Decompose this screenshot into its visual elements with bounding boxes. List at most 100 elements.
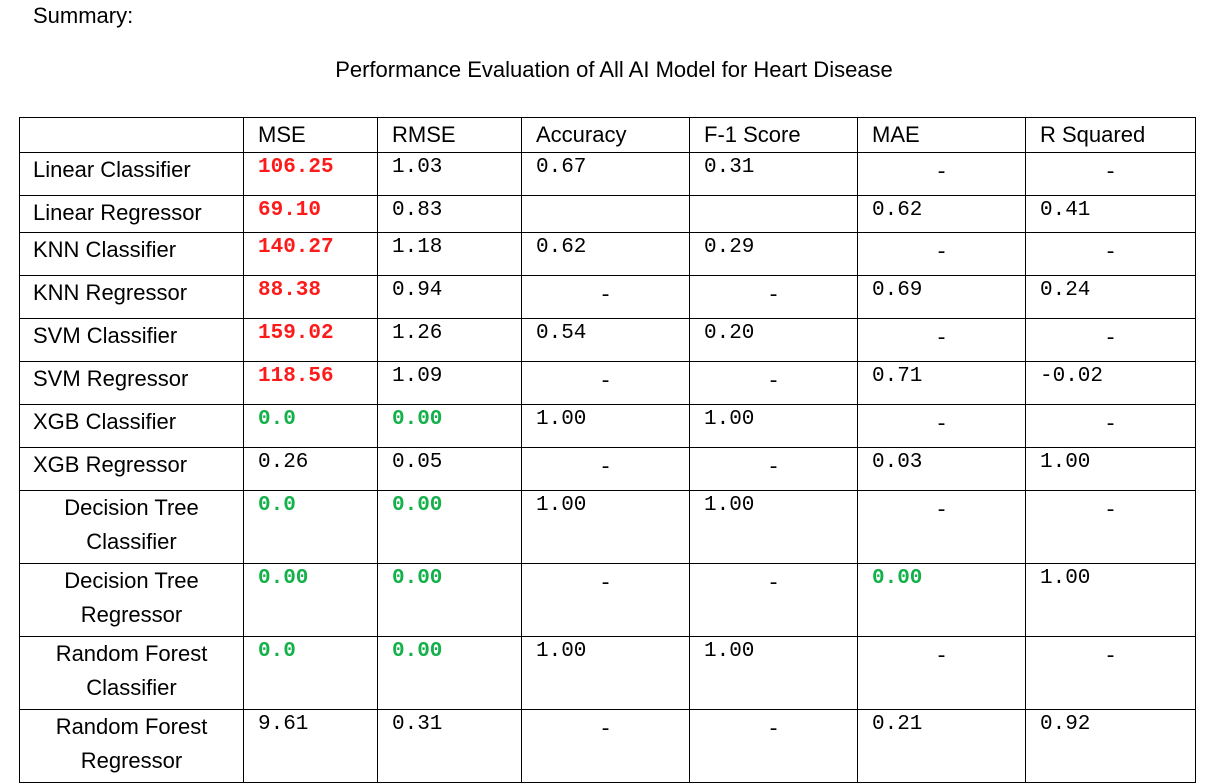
f1-score-cell: 0.31 [689,152,858,196]
mae-value: 0.69 [872,279,923,302]
table-row: SVM Regressor 118.56 1.09 - - 0.71 -0.02 [19,361,1196,405]
r-squared-cell: 0.92 [1025,709,1196,783]
f1-score-cell: 1.00 [689,636,858,710]
mse-cell: 0.0 [243,490,378,564]
accuracy-cell: - [521,361,690,405]
model-name-cell: Decision Tree Classifier [19,490,244,564]
mae-value: - [935,646,948,669]
mse-value: 159.02 [258,322,334,345]
accuracy-cell: 0.62 [521,232,690,276]
mae-cell: 0.03 [857,447,1026,491]
table-row: Decision Tree Regressor 0.00 0.00 - - 0.00 1.0… [19,563,1196,637]
accuracy-cell: - [521,275,690,319]
rmse-cell: 0.00 [377,404,522,448]
accuracy-cell: 1.00 [521,490,690,564]
f1-score-value: 1.00 [704,640,755,663]
accuracy-value: - [599,371,612,394]
accuracy-cell: - [521,447,690,491]
mae-value: 0.03 [872,451,923,474]
rmse-value: 0.00 [392,408,443,431]
mse-cell: 69.10 [243,195,378,233]
r-squared-cell: 0.24 [1025,275,1196,319]
rmse-cell: 1.26 [377,318,522,362]
model-name-cell: SVM Classifier [19,318,244,362]
mse-value: 88.38 [258,279,322,302]
mse-cell: 9.61 [243,709,378,783]
mse-value: 106.25 [258,156,334,179]
f1-score-value: - [767,371,780,394]
mae-value: - [935,242,948,265]
accuracy-value: 1.00 [536,494,587,517]
f1-score-cell: 1.00 [689,490,858,564]
r-squared-value: - [1104,162,1117,185]
table-row: Linear Classifier 106.25 1.03 0.67 0.31 - - [19,152,1196,196]
f1-score-value: - [767,285,780,308]
mse-value: 118.56 [258,365,334,388]
mae-value: - [935,328,948,351]
r-squared-cell: -0.02 [1025,361,1196,405]
header-cell-rmse: RMSE [377,117,522,153]
f1-score-cell: - [689,709,858,783]
rmse-cell: 0.31 [377,709,522,783]
table-row: Random Forest Regressor 9.61 0.31 - - 0.21 0.9… [19,709,1196,783]
mae-cell: - [857,404,1026,448]
rmse-value: 0.83 [392,199,443,222]
mae-cell: 0.69 [857,275,1026,319]
mse-cell: 88.38 [243,275,378,319]
table-row: Decision Tree Classifier 0.0 0.00 1.00 1.00 -… [19,490,1196,564]
model-name-cell: KNN Classifier [19,232,244,276]
r-squared-value: - [1104,414,1117,437]
f1-score-value: 0.20 [704,322,755,345]
r-squared-value: 0.24 [1040,279,1091,302]
model-name-cell: KNN Regressor [19,275,244,319]
accuracy-value: - [599,719,612,742]
rmse-value: 1.26 [392,322,443,345]
rmse-cell: 0.00 [377,490,522,564]
mae-value: 0.00 [872,567,923,590]
rmse-value: 0.94 [392,279,443,302]
mae-cell: - [857,232,1026,276]
model-name-cell: XGB Classifier [19,404,244,448]
model-name-cell: Random Forest Classifier [19,636,244,710]
r-squared-cell: - [1025,232,1196,276]
r-squared-value: - [1104,328,1117,351]
f1-score-value: 0.31 [704,156,755,179]
accuracy-value: - [599,573,612,596]
mae-cell: 0.71 [857,361,1026,405]
r-squared-cell: - [1025,152,1196,196]
rmse-cell: 0.83 [377,195,522,233]
r-squared-value: -0.02 [1040,365,1104,388]
mse-cell: 106.25 [243,152,378,196]
table-row: SVM Classifier 159.02 1.26 0.54 0.20 - - [19,318,1196,362]
model-name-cell: XGB Regressor [19,447,244,491]
rmse-value: 0.00 [392,640,443,663]
header-cell-f1-score: F-1 Score [689,117,858,153]
table-row: Random Forest Classifier 0.0 0.00 1.00 1.00 -… [19,636,1196,710]
r-squared-value: 1.00 [1040,567,1091,590]
accuracy-cell: 1.00 [521,636,690,710]
mae-value: - [935,414,948,437]
mse-cell: 0.0 [243,404,378,448]
table-row: XGB Regressor 0.26 0.05 - - 0.03 1.00 [19,447,1196,491]
mae-cell: 0.00 [857,563,1026,637]
mae-cell: - [857,636,1026,710]
f1-score-value: 1.00 [704,494,755,517]
mse-cell: 159.02 [243,318,378,362]
accuracy-cell [521,195,690,233]
f1-score-cell [689,195,858,233]
mse-value: 0.00 [258,567,309,590]
rmse-value: 1.18 [392,236,443,259]
rmse-cell: 0.05 [377,447,522,491]
accuracy-value: 1.00 [536,640,587,663]
mse-cell: 0.00 [243,563,378,637]
rmse-value: 0.05 [392,451,443,474]
accuracy-value: 0.67 [536,156,587,179]
accuracy-value: 1.00 [536,408,587,431]
rmse-value: 0.00 [392,567,443,590]
header-cell-mse: MSE [243,117,378,153]
mae-cell: - [857,490,1026,564]
mae-value: - [935,162,948,185]
f1-score-cell: 0.29 [689,232,858,276]
f1-score-cell: - [689,447,858,491]
f1-score-value: - [767,573,780,596]
